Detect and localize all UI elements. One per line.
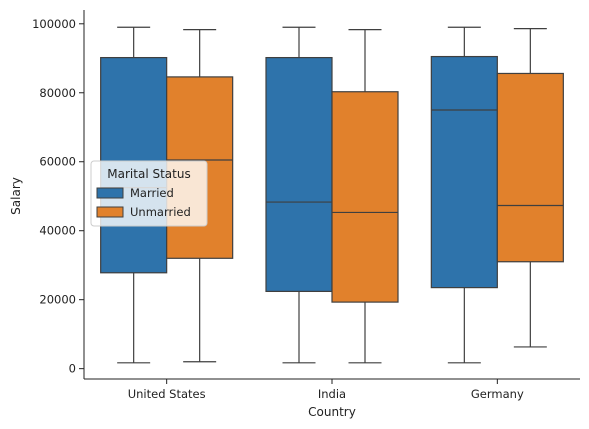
box-body [496, 72, 564, 263]
y-tick-label: 80000 [39, 86, 76, 100]
y-tick-label: 100000 [32, 17, 76, 31]
y-tick-label: 20000 [39, 293, 76, 307]
legend-items: Married Unmarried [96, 186, 191, 219]
y-tick-label: 40000 [39, 224, 76, 238]
box-unmarried [496, 28, 564, 348]
legend-label-married: Married [130, 186, 174, 200]
x-tick-label: India [318, 387, 346, 401]
y-tick-label: 60000 [39, 155, 76, 169]
box-series [100, 26, 564, 364]
box-married [430, 26, 498, 364]
box-married [265, 26, 333, 364]
y-tick-label: 0 [69, 362, 76, 376]
y-axis-label: Salary [9, 177, 23, 215]
box-body [265, 56, 333, 293]
box-unmarried [331, 29, 399, 364]
x-axis-label: Country [308, 405, 356, 419]
x-tick-label: United States [128, 387, 206, 401]
legend-swatch-unmarried [96, 206, 124, 218]
box-body [331, 91, 399, 303]
legend: Marital Status Married Unmarried [90, 160, 208, 227]
ticks: 0 20000 40000 60000 80000 100000 United States… [32, 17, 524, 401]
box-body [430, 55, 498, 289]
legend-swatch-married [96, 187, 124, 199]
legend-title: Marital Status [107, 167, 190, 181]
x-tick-label: Germany [471, 387, 524, 401]
legend-label-unmarried: Unmarried [130, 205, 191, 219]
